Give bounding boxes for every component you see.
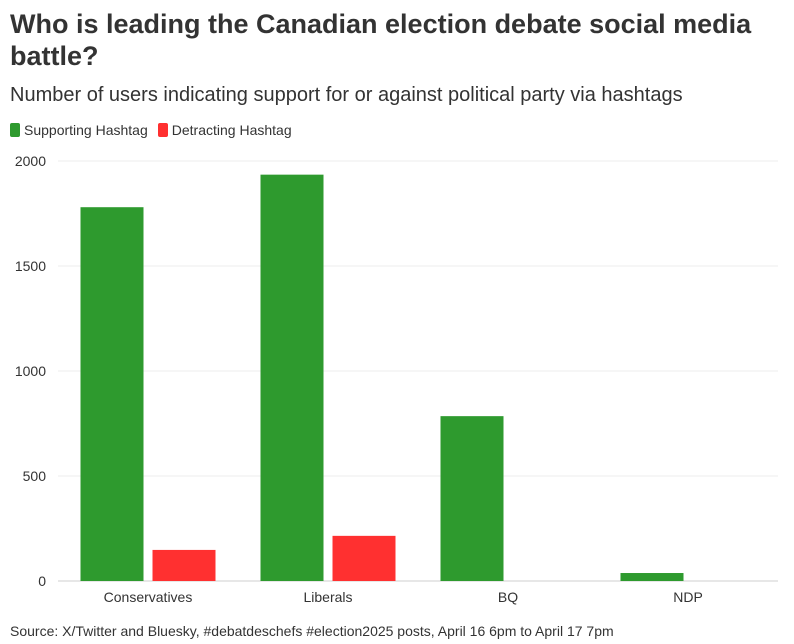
bar-supporting-ndp[interactable] <box>620 573 684 581</box>
legend-swatch-detracting <box>157 123 168 137</box>
bar-supporting-liberals[interactable] <box>260 174 324 581</box>
x-tick-label: Liberals <box>303 589 352 605</box>
y-tick-label: 1000 <box>15 363 46 379</box>
bar-detracting-conservatives[interactable] <box>152 549 216 581</box>
bar-chart: 0 500 1000 1500 2000 Conservatives Liberals BQ… <box>15 153 778 605</box>
y-tick-label: 500 <box>23 468 47 484</box>
bars <box>80 174 684 581</box>
bar-supporting-bq[interactable] <box>440 416 504 581</box>
y-axis-ticks: 0 500 1000 1500 2000 <box>15 153 46 589</box>
gridlines <box>58 160 778 582</box>
x-axis-ticks: Conservatives Liberals BQ NDP <box>104 589 703 605</box>
legend-label-detracting: Detracting Hashtag <box>171 122 292 138</box>
legend-swatch-supporting <box>10 123 20 137</box>
y-tick-label: 1500 <box>15 258 46 274</box>
chart-title: Who is leading the Canadian election deb… <box>10 9 752 71</box>
bar-detracting-liberals[interactable] <box>332 535 396 581</box>
bar-supporting-conservatives[interactable] <box>80 207 144 581</box>
legend-label-supporting: Supporting Hashtag <box>24 122 148 138</box>
y-tick-label: 0 <box>38 573 46 589</box>
source-note: Source: X/Twitter and Bluesky, #debatdes… <box>10 623 614 639</box>
chart-subtitle: Number of users indicating support for o… <box>10 84 683 106</box>
x-tick-label: NDP <box>673 589 703 605</box>
legend: Supporting Hashtag Detracting Hashtag <box>10 121 292 139</box>
y-tick-label: 2000 <box>15 153 46 169</box>
legend-item-detracting[interactable]: Detracting Hashtag <box>157 121 292 139</box>
legend-item-supporting[interactable]: Supporting Hashtag <box>10 121 148 139</box>
x-tick-label: BQ <box>498 589 518 605</box>
x-tick-label: Conservatives <box>104 589 193 605</box>
